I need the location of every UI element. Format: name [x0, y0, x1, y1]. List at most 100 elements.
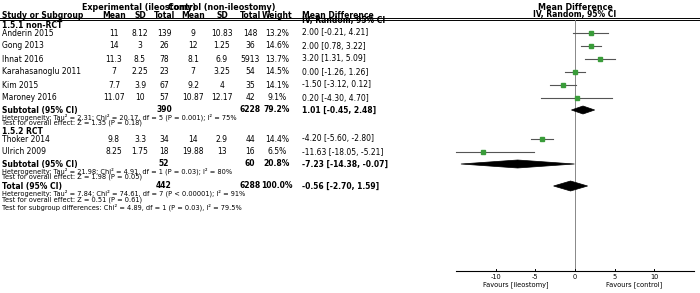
Text: -11.63 [-18.05, -5.21]: -11.63 [-18.05, -5.21]: [302, 147, 384, 156]
Text: 7: 7: [111, 67, 116, 76]
Text: Test for overall effect: Z = 1.35 (P = 0.18): Test for overall effect: Z = 1.35 (P = 0…: [2, 120, 142, 126]
Text: Anderin 2015: Anderin 2015: [2, 28, 54, 38]
Text: Thoker 2014: Thoker 2014: [2, 134, 50, 144]
Text: 3: 3: [138, 42, 142, 50]
Text: Control (non-ileostomy): Control (non-ileostomy): [168, 4, 275, 13]
Text: 57: 57: [159, 93, 169, 103]
Text: 12: 12: [188, 42, 197, 50]
Text: 6288: 6288: [239, 181, 260, 190]
Text: 11.3: 11.3: [106, 54, 122, 64]
Text: 7: 7: [190, 67, 195, 76]
Text: 13: 13: [217, 147, 227, 156]
Text: Heterogeneity: Tau² = 21.98; Chi² = 4.91, df = 1 (P = 0.03); I² = 80%: Heterogeneity: Tau² = 21.98; Chi² = 4.91…: [2, 167, 232, 175]
Text: 14.1%: 14.1%: [265, 81, 289, 89]
Text: 8.12: 8.12: [132, 28, 148, 38]
Text: 1.5.2 RCT: 1.5.2 RCT: [2, 127, 43, 135]
Text: -7.23 [-14.38, -0.07]: -7.23 [-14.38, -0.07]: [302, 159, 388, 168]
Text: 8.5: 8.5: [134, 54, 146, 64]
Text: Weight: Weight: [262, 11, 293, 20]
Text: Mean: Mean: [102, 11, 126, 20]
Text: 42: 42: [245, 93, 255, 103]
Text: Maroney 2016: Maroney 2016: [2, 93, 57, 103]
Text: 2.00 [0.78, 3.22]: 2.00 [0.78, 3.22]: [302, 42, 365, 50]
Text: 3.9: 3.9: [134, 81, 146, 89]
Text: 1.5.1 non-RCT: 1.5.1 non-RCT: [2, 21, 62, 30]
Text: Subtotal (95% CI): Subtotal (95% CI): [2, 159, 78, 168]
Text: 78: 78: [159, 54, 169, 64]
Text: 54: 54: [245, 67, 255, 76]
Text: 11: 11: [109, 28, 119, 38]
Text: 14.4%: 14.4%: [265, 134, 289, 144]
Text: 3.25: 3.25: [214, 67, 230, 76]
Text: Gong 2013: Gong 2013: [2, 42, 44, 50]
Text: 13.2%: 13.2%: [265, 28, 289, 38]
Text: 2.9: 2.9: [216, 134, 228, 144]
Text: 14: 14: [109, 42, 119, 50]
Text: 18: 18: [160, 147, 169, 156]
Text: IV, Random, 95% CI: IV, Random, 95% CI: [533, 11, 617, 20]
Text: 442: 442: [156, 181, 172, 190]
Text: 26: 26: [159, 42, 169, 50]
Text: 4: 4: [220, 81, 225, 89]
Text: IV, Random, 95% CI: IV, Random, 95% CI: [302, 16, 385, 25]
Text: 79.2%: 79.2%: [264, 105, 290, 115]
Text: Subtotal (95% CI): Subtotal (95% CI): [2, 105, 78, 115]
Text: -4.20 [-5.60, -2.80]: -4.20 [-5.60, -2.80]: [302, 134, 374, 144]
Text: 9.2: 9.2: [187, 81, 199, 89]
Text: Study or Subgroup: Study or Subgroup: [2, 11, 83, 20]
Text: 5913: 5913: [240, 54, 260, 64]
Text: 10: 10: [135, 93, 145, 103]
Text: 0.20 [-4.30, 4.70]: 0.20 [-4.30, 4.70]: [302, 93, 369, 103]
Text: Ihnat 2016: Ihnat 2016: [2, 54, 43, 64]
Text: 12.17: 12.17: [211, 93, 232, 103]
Text: 6.5%: 6.5%: [267, 147, 286, 156]
Text: Mean: Mean: [181, 11, 205, 20]
Text: 14: 14: [188, 134, 198, 144]
Text: SD: SD: [216, 11, 228, 20]
Text: -0.56 [-2.70, 1.59]: -0.56 [-2.70, 1.59]: [302, 181, 379, 190]
Text: 7.7: 7.7: [108, 81, 120, 89]
Polygon shape: [554, 181, 587, 191]
Text: Total: Total: [153, 11, 174, 20]
Text: 148: 148: [243, 28, 257, 38]
Text: Karahasanoglu 2011: Karahasanoglu 2011: [2, 67, 81, 76]
Text: 2.00 [-0.21, 4.21]: 2.00 [-0.21, 4.21]: [302, 28, 368, 38]
Text: Kim 2015: Kim 2015: [2, 81, 38, 89]
Text: 2.25: 2.25: [132, 67, 148, 76]
Text: 16: 16: [245, 147, 255, 156]
Text: Heterogeneity: Tau² = 2.31; Chi² = 20.17, df = 5 (P = 0.001); I² = 75%: Heterogeneity: Tau² = 2.31; Chi² = 20.17…: [2, 113, 237, 121]
Polygon shape: [461, 160, 575, 168]
Text: Mean Difference: Mean Difference: [538, 4, 612, 13]
Text: -1.50 [-3.12, 0.12]: -1.50 [-3.12, 0.12]: [302, 81, 371, 89]
Text: 100.0%: 100.0%: [261, 181, 293, 190]
Text: Experimental (ileostomy): Experimental (ileostomy): [82, 4, 196, 13]
Text: Test for overall effect: Z = 0.51 (P = 0.61): Test for overall effect: Z = 0.51 (P = 0…: [2, 197, 142, 203]
Text: 20.8%: 20.8%: [264, 159, 290, 168]
Text: 6228: 6228: [239, 105, 260, 115]
Text: 8.1: 8.1: [187, 54, 199, 64]
Text: 1.25: 1.25: [214, 42, 230, 50]
Text: 34: 34: [159, 134, 169, 144]
Text: 23: 23: [159, 67, 169, 76]
Text: 3.3: 3.3: [134, 134, 146, 144]
Text: 390: 390: [156, 105, 172, 115]
Text: 8.25: 8.25: [106, 147, 122, 156]
Text: 9.1%: 9.1%: [267, 93, 286, 103]
Text: 60: 60: [245, 159, 255, 168]
Text: 35: 35: [245, 81, 255, 89]
Text: Test for subgroup differences: Chi² = 4.89, df = 1 (P = 0.03), I² = 79.5%: Test for subgroup differences: Chi² = 4.…: [2, 203, 241, 211]
Text: 13.7%: 13.7%: [265, 54, 289, 64]
Text: 139: 139: [157, 28, 172, 38]
Text: 0: 0: [573, 274, 577, 280]
Text: 6.9: 6.9: [216, 54, 228, 64]
Text: 14.6%: 14.6%: [265, 42, 289, 50]
Text: 11.07: 11.07: [103, 93, 125, 103]
Text: 36: 36: [245, 42, 255, 50]
Text: Total (95% CI): Total (95% CI): [2, 181, 62, 190]
Text: 9: 9: [190, 28, 195, 38]
Text: Favours [ileostomy]: Favours [ileostomy]: [483, 281, 548, 288]
Text: -10: -10: [490, 274, 501, 280]
Text: Ulrich 2009: Ulrich 2009: [2, 147, 46, 156]
Text: 19.88: 19.88: [182, 147, 204, 156]
Text: 1.01 [-0.45, 2.48]: 1.01 [-0.45, 2.48]: [302, 105, 376, 115]
